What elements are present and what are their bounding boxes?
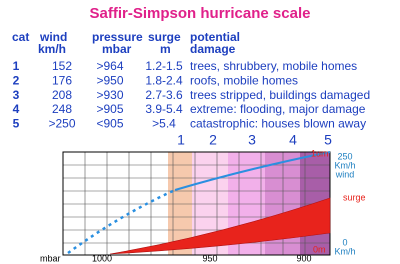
table-cell: >930 (96, 88, 123, 102)
surge-label: surge (343, 192, 366, 202)
table-cell: 3.9-5.4 (145, 102, 183, 116)
category-cell: 3 (13, 88, 20, 102)
category-number: 1 (177, 132, 185, 148)
pressure-unit: mbar (40, 253, 61, 263)
header-cell: km/h (38, 42, 66, 56)
table-cell: roofs, mobile homes (190, 73, 298, 87)
header-cell: cat (12, 30, 29, 44)
pressure-tick-label: 900 (296, 253, 311, 263)
title: Saffir-Simpson hurricane scale (90, 5, 311, 22)
chart (62, 151, 331, 256)
table-cell: >5.4 (152, 116, 176, 130)
table-cell: 2.7-3.6 (145, 88, 183, 102)
wind-top-label: Km/h (334, 160, 355, 170)
category-number: 3 (248, 132, 256, 148)
table-cell: >250 (48, 116, 75, 130)
surge-bottom-label: 0m (313, 244, 326, 254)
header-cell: wind (39, 30, 67, 44)
table-cell: 152 (52, 59, 72, 73)
table-cell: <905 (96, 116, 123, 130)
table-cell: 208 (52, 88, 72, 102)
header-cell: potential (190, 30, 240, 44)
category-number: 4 (289, 132, 297, 148)
header-cell: pressure (92, 30, 143, 44)
table-cell: trees, shrubbery, mobile homes (190, 59, 357, 73)
category-number: 5 (324, 132, 332, 148)
table-cell: extreme: flooding, major damage (190, 102, 366, 116)
table-cell: catastrophic: houses blown away (190, 116, 366, 130)
category-cell: 1 (13, 59, 20, 73)
header-cell: damage (190, 42, 236, 56)
table-cell: trees stripped, buildings damaged (190, 88, 370, 102)
surge-top-label: 1um (311, 148, 329, 158)
wind-top-label: 250 (337, 151, 352, 161)
header-cell: surge (148, 30, 181, 44)
pressure-tick-label: 950 (202, 253, 217, 263)
table-cell: 1.2-1.5 (145, 59, 183, 73)
wind-bottom-label: Km/h (334, 246, 355, 256)
category-cell: 2 (13, 73, 20, 87)
category-cell: 5 (13, 116, 20, 130)
table-cell: 176 (52, 73, 72, 87)
table-cell: >964 (96, 59, 123, 73)
wind-bottom-label: 0 (342, 237, 347, 247)
pressure-tick-label: 1000 (92, 253, 112, 263)
category-number: 2 (209, 132, 217, 148)
wind-top-label: wind (335, 169, 355, 179)
table-cell: >950 (96, 73, 123, 87)
header-cell: m (160, 42, 171, 56)
table-cell: 248 (52, 102, 72, 116)
category-cell: 4 (13, 102, 20, 116)
header-cell: mbar (102, 42, 132, 56)
table-cell: 1.8-2.4 (145, 73, 183, 87)
table-cell: >905 (96, 102, 123, 116)
